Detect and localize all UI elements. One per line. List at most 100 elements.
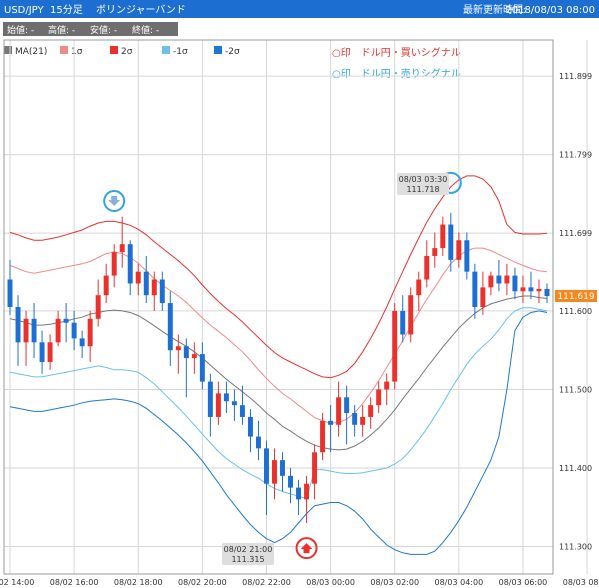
candle-up [440, 224, 446, 249]
period-label: 15分足 [50, 4, 83, 16]
down-arrow-icon [108, 195, 121, 206]
bands-layer [9, 175, 548, 555]
legend-swatch-p1 [60, 46, 68, 54]
candle-down [239, 405, 245, 417]
candle-down [544, 288, 550, 297]
y-tick-label: 111.500 [559, 385, 592, 394]
candle-down [472, 271, 478, 307]
y-tick-label: 111.600 [559, 307, 592, 316]
candle-up [416, 279, 422, 296]
candle-down [79, 338, 85, 347]
indicator-label: ボリンジャーバンド [96, 4, 186, 16]
annotation-bottom-box [222, 543, 274, 565]
candle-up [368, 405, 374, 417]
legend-swatch-m1 [162, 46, 170, 54]
candle-up [55, 318, 61, 343]
x-tick-label: 08/02 22:00 [242, 578, 291, 587]
band-line-m1 [9, 307, 548, 500]
candle-down [167, 303, 173, 351]
legend-label-p2: 2σ [121, 47, 133, 57]
x-tick-label: 08/03 00:00 [306, 578, 355, 587]
candle-down [7, 279, 13, 307]
annotation-top: 08/03 03:30 111.718 [397, 173, 449, 195]
candle-up [191, 354, 197, 359]
legend-label-ma: MA(21) [15, 47, 47, 57]
candle-down [31, 318, 37, 343]
candle-up [424, 255, 430, 280]
candle-down [448, 224, 454, 260]
candle-up [536, 288, 542, 292]
candle-up [392, 310, 398, 382]
candle-down [296, 487, 302, 500]
plot-border [3, 39, 554, 575]
candle-down [159, 279, 165, 304]
candle-up [504, 275, 510, 284]
candle-up [135, 271, 141, 284]
annotation-top-value: 111.718 [406, 185, 439, 194]
annotation-bottom-time: 08/02 21:00 [224, 545, 273, 554]
x-tick-label: 08/02 16:00 [50, 578, 99, 587]
x-tick-label: 08/03 08:00 [563, 578, 599, 587]
candle-up [456, 240, 462, 260]
candle-down [63, 318, 69, 323]
candle-down [352, 413, 358, 425]
candle-up [376, 389, 382, 406]
candle-up [215, 393, 221, 417]
symbol-title: USD/JPY [4, 5, 44, 16]
current-price-value: 111.619 [557, 292, 594, 302]
candle-up [520, 287, 526, 292]
candle-down [328, 420, 334, 425]
candle-down [528, 287, 534, 292]
sell-signal-circle [103, 189, 126, 212]
candle-down [143, 271, 149, 296]
candle-down [344, 397, 350, 414]
candle-up [312, 452, 318, 484]
current-price-tag [555, 290, 597, 303]
candle-down [223, 393, 229, 402]
candle-down [496, 275, 502, 284]
candle-down [39, 342, 45, 362]
x-tick-label: 08/03 04:00 [435, 578, 484, 587]
candle-up [272, 460, 277, 484]
candle-up [360, 416, 366, 425]
buy-signal-circle [295, 537, 318, 560]
annotation-bottom: 08/02 21:00 111.315 [222, 543, 274, 565]
legend-label-m2: -2σ [225, 47, 240, 57]
candle-up [87, 318, 93, 347]
candles-layer [7, 212, 550, 523]
y-tick-label: 111.699 [559, 229, 592, 238]
y-tick-label: 111.400 [559, 464, 592, 473]
legend-swatch-ma [4, 46, 12, 54]
candle-down [183, 346, 189, 359]
band-line-m2 [9, 310, 548, 555]
candle-down [207, 381, 213, 417]
candle-up [304, 483, 310, 500]
candle-down [464, 240, 470, 272]
candle-up [480, 287, 486, 307]
header-bar [0, 0, 599, 18]
candle-down [127, 244, 133, 284]
annotation-bottom-value: 111.315 [231, 555, 264, 564]
y-tick-label: 111.300 [559, 543, 592, 552]
annotation-top-box [397, 173, 449, 195]
legend-swatch-m2 [214, 46, 222, 54]
candle-up [320, 420, 326, 453]
sell-signal-legend: ○印 ドル円・売りシグナル [332, 67, 461, 80]
candle-up [408, 295, 414, 335]
ohlc-close: 終値: - [132, 24, 159, 36]
candle-up [151, 279, 157, 296]
ohlc-open: 始値: - [7, 24, 34, 36]
candle-down [263, 448, 269, 484]
x-tick-label: 08/02 18:00 [114, 578, 163, 587]
candle-down [400, 310, 406, 335]
candle-down [247, 416, 253, 437]
candle-up [95, 295, 101, 319]
legend-label-p1: 1σ [71, 47, 83, 57]
up-arrow-icon [300, 543, 313, 554]
candle-down [71, 322, 77, 339]
candle-up [103, 275, 109, 296]
updated-value: 2018/08/03 08:00 [505, 5, 595, 16]
candle-up [47, 342, 53, 362]
annotation-top-time: 08/03 03:30 [399, 175, 448, 184]
